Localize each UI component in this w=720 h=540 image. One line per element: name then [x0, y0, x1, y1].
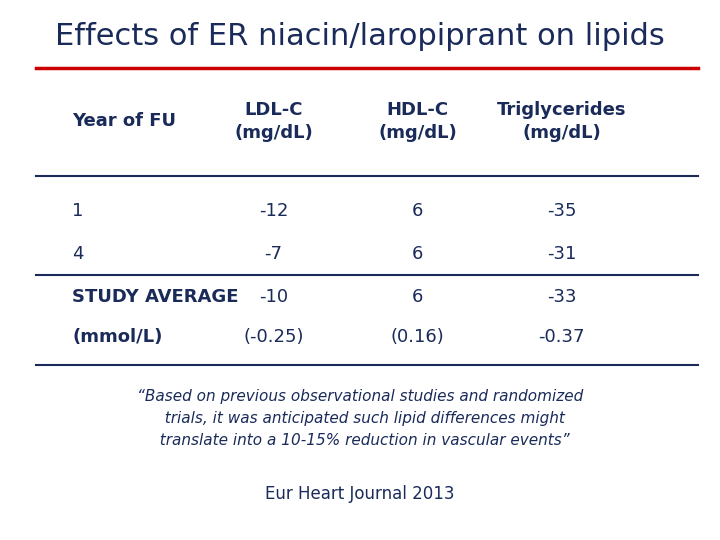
Text: (mmol/L): (mmol/L) [72, 328, 163, 347]
Text: 6: 6 [412, 288, 423, 306]
Text: -33: -33 [547, 288, 576, 306]
Text: Eur Heart Journal 2013: Eur Heart Journal 2013 [265, 485, 455, 503]
Text: 6: 6 [412, 201, 423, 220]
Text: LDL-C
(mg/dL): LDL-C (mg/dL) [234, 102, 313, 141]
Text: Triglycerides
(mg/dL): Triglycerides (mg/dL) [497, 102, 626, 141]
Text: 6: 6 [412, 245, 423, 263]
Text: -10: -10 [259, 288, 288, 306]
Text: (-0.25): (-0.25) [243, 328, 304, 347]
Text: -12: -12 [259, 201, 288, 220]
Text: (0.16): (0.16) [391, 328, 444, 347]
Text: -7: -7 [265, 245, 283, 263]
Text: Effects of ER niacin/laropiprant on lipids: Effects of ER niacin/laropiprant on lipi… [55, 22, 665, 51]
Text: -31: -31 [547, 245, 576, 263]
Text: 4: 4 [72, 245, 84, 263]
Text: -0.37: -0.37 [539, 328, 585, 347]
Text: “Based on previous observational studies and randomized
  trials, it was anticip: “Based on previous observational studies… [137, 389, 583, 448]
Text: HDL-C
(mg/dL): HDL-C (mg/dL) [378, 102, 457, 141]
Text: 1: 1 [72, 201, 84, 220]
Text: STUDY AVERAGE: STUDY AVERAGE [72, 288, 238, 306]
Text: Year of FU: Year of FU [72, 112, 176, 131]
Text: -35: -35 [547, 201, 576, 220]
